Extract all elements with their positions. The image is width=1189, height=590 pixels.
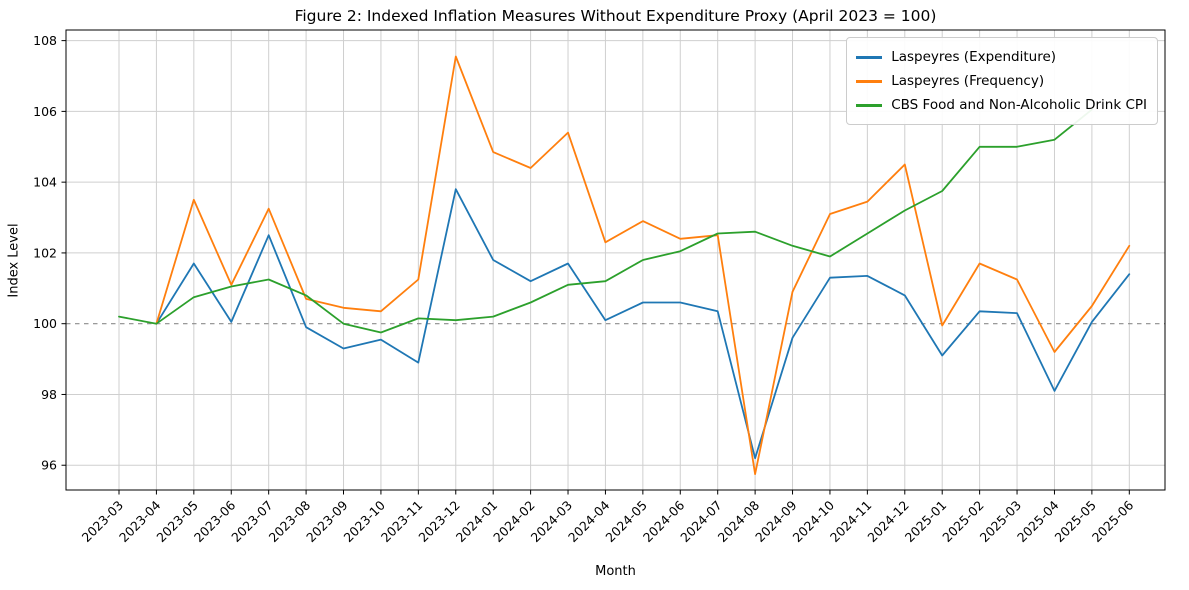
y-tick-label: 108: [33, 33, 57, 48]
legend-line-swatch: [856, 79, 883, 83]
chart-title: Figure 2: Indexed Inflation Measures Wit…: [294, 7, 937, 25]
axes-frame: [65, 29, 1166, 491]
legend-label: Laspeyres (Expenditure): [891, 49, 1057, 65]
y-tick-label: 98: [41, 387, 57, 402]
y-tick-label: 106: [33, 104, 57, 119]
legend-label: Laspeyres (Frequency): [891, 73, 1045, 89]
legend-line-swatch: [856, 55, 883, 59]
legend-item-frequency: Laspeyres (Frequency): [856, 69, 1147, 93]
series-line-2: [118, 108, 1093, 334]
x-tick-label: 2025-06: [1089, 497, 1137, 545]
legend-item-expenditure: Laspeyres (Expenditure): [856, 45, 1147, 69]
series-line-0: [155, 188, 1131, 460]
y-tick-label: 96: [41, 458, 57, 473]
y-tick-label: 102: [33, 245, 57, 260]
x-axis-label: Month: [595, 564, 636, 579]
legend-label: CBS Food and Non-Alcoholic Drink CPI: [891, 97, 1147, 113]
legend-line-swatch: [856, 103, 883, 107]
series-line-1: [155, 55, 1131, 476]
y-tick-label: 100: [33, 316, 57, 331]
y-axis-label: Index Level: [6, 223, 22, 298]
legend-item-cbs-cpi: CBS Food and Non-Alcoholic Drink CPI: [856, 93, 1147, 117]
legend: Laspeyres (Expenditure) Laspeyres (Frequ…: [846, 37, 1158, 125]
y-tick-label: 104: [33, 175, 57, 190]
